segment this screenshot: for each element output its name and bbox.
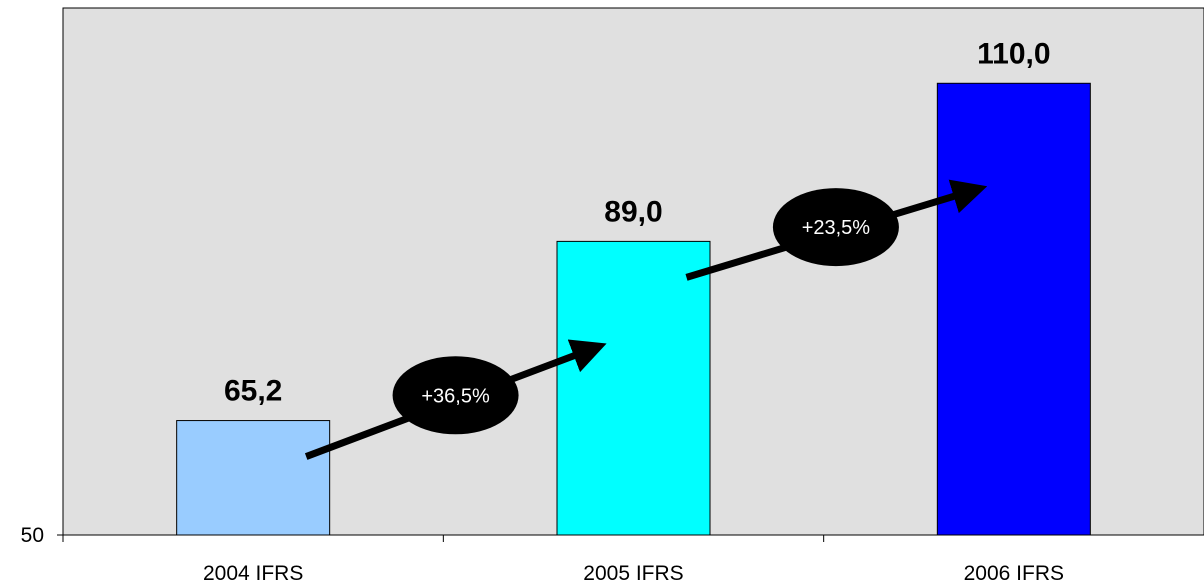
data-label: 110,0	[977, 37, 1050, 70]
bar	[176, 420, 331, 536]
x-tick-label: 2004 IFRS	[203, 562, 303, 585]
y-tick-label: 50	[21, 524, 44, 547]
growth-bubble	[392, 356, 519, 435]
growth-label: +23,5%	[802, 217, 871, 239]
x-tick-label: 2006 IFRS	[964, 562, 1064, 585]
data-label: 65,2	[224, 375, 282, 408]
data-label: 89,0	[604, 195, 662, 228]
bar	[936, 82, 1091, 536]
growth-label: +36,5%	[421, 385, 490, 407]
x-tick-label: 2005 IFRS	[583, 562, 683, 585]
bar	[556, 240, 711, 536]
growth-bubble	[772, 188, 899, 267]
